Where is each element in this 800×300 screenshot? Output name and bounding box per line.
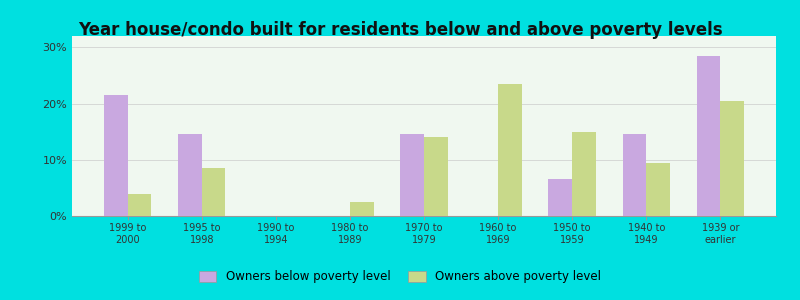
Text: Year house/condo built for residents below and above poverty levels: Year house/condo built for residents bel… bbox=[78, 21, 722, 39]
Bar bbox=[104, 95, 128, 216]
Bar bbox=[697, 56, 720, 216]
Bar bbox=[549, 179, 572, 216]
Bar bbox=[424, 137, 448, 216]
Bar bbox=[646, 163, 670, 216]
Bar bbox=[622, 134, 646, 216]
Bar bbox=[178, 134, 202, 216]
Bar bbox=[720, 101, 744, 216]
Bar bbox=[350, 202, 374, 216]
Bar bbox=[498, 84, 522, 216]
Bar bbox=[572, 132, 596, 216]
Legend: Owners below poverty level, Owners above poverty level: Owners below poverty level, Owners above… bbox=[194, 266, 606, 288]
Bar bbox=[202, 168, 226, 216]
Bar bbox=[400, 134, 424, 216]
Bar bbox=[128, 194, 151, 216]
